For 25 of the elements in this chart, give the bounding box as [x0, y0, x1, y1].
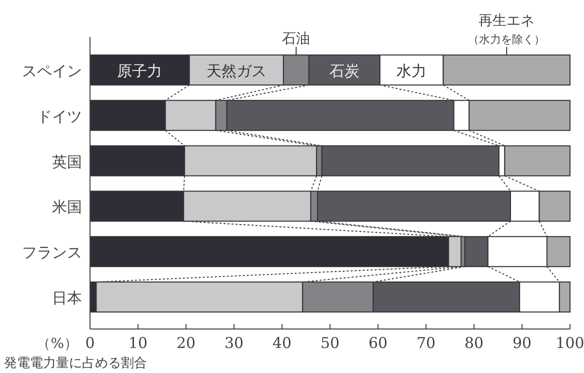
text: 発電電力量に占める割合 — [4, 356, 147, 371]
y-tick-label: フランス — [22, 244, 82, 262]
series-label: 水力 — [396, 62, 427, 80]
series-label: 石炭 — [329, 62, 360, 80]
y-tick-label: 英国 — [52, 152, 82, 171]
x-tick-label: 10 — [128, 334, 148, 352]
x-tick-label: 100 — [556, 334, 584, 352]
y-tick-label: ドイツ — [37, 107, 82, 126]
series-label: 石油 — [282, 31, 310, 47]
series-label: 再生エネ（水力を除く） — [468, 13, 546, 46]
x-tick-label: 90 — [512, 334, 532, 352]
y-tick-label: 米国 — [52, 198, 82, 216]
x-tick-label: 80 — [464, 334, 484, 352]
x-tick-label: 20 — [176, 334, 196, 352]
y-tick-label: スペイン — [22, 62, 82, 80]
x-tick-label: 70 — [416, 334, 436, 352]
y-tick-label: 日本 — [52, 289, 82, 307]
x-tick-label: 30 — [224, 334, 244, 352]
x-tick-label: 40 — [272, 334, 292, 352]
x-axis-title: （%） — [36, 336, 78, 352]
series-label: 天然ガス — [206, 62, 266, 80]
x-tick-label: 60 — [368, 334, 388, 352]
series-label: 原子力 — [117, 62, 162, 80]
x-tick-label: 0 — [85, 334, 95, 352]
x-tick-label: 50 — [320, 334, 340, 352]
